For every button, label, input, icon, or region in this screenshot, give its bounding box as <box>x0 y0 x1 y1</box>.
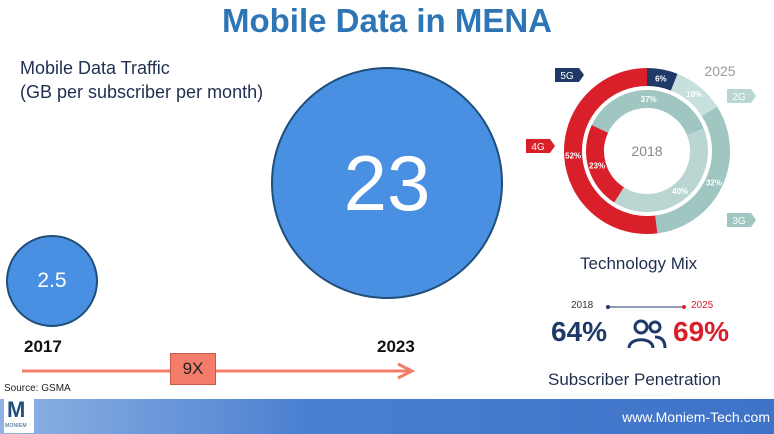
donut-slice-2018-3g <box>591 90 704 136</box>
donut-slice-2018-2g <box>614 128 708 212</box>
technology-mix-title: Technology Mix <box>580 254 698 273</box>
donut-slice-2025-5g <box>646 68 678 91</box>
legend-label-3g: 3G <box>732 216 746 227</box>
footer-url[interactable]: www.Moniem-Tech.com <box>622 409 770 425</box>
legend-label-2g: 2G <box>732 92 746 103</box>
donut-outer-label: 2025 <box>704 63 735 79</box>
growth-arrow <box>22 362 416 380</box>
multiplier-badge: 9X <box>170 353 216 385</box>
people-icon <box>627 319 667 349</box>
footer-bar: www.Moniem-Tech.com <box>0 399 774 434</box>
penetration-to-value: 69% <box>673 316 730 347</box>
donut-slice-2025-2g <box>670 73 718 117</box>
page-title: Mobile Data in MENA <box>221 2 553 39</box>
donut-slice-2025-3g <box>654 106 730 234</box>
donut-label-2025-2g: 10% <box>686 90 702 99</box>
donut-label-2018-4g: 23% <box>589 162 605 171</box>
penetration-kpi: 2018 2025 64% 69% <box>545 300 755 360</box>
traffic-title-line: Mobile Data Traffic <box>20 58 170 78</box>
year-label-2023: 2023 <box>377 337 415 356</box>
multiplier-label: 9X <box>182 359 204 378</box>
donut-label-2018-2g: 40% <box>672 187 688 196</box>
donut-label-2018-3g: 37% <box>641 95 657 104</box>
source-note: Source: GSMA <box>4 383 71 394</box>
penetration-title: Subscriber Penetration <box>548 370 721 389</box>
donut-slice-2025-4g <box>564 68 658 234</box>
bubble-2017-value: 2.5 <box>37 269 67 292</box>
penetration-to-year: 2025 <box>691 300 714 311</box>
year-label-2017: 2017 <box>24 337 62 356</box>
legend-swatch-2g <box>727 89 756 103</box>
legend-swatch-4g <box>526 139 555 153</box>
donut-label-2025-5g: 6% <box>655 74 667 83</box>
bubble-2023: 23 <box>271 67 503 299</box>
legend-label-4g: 4G <box>531 142 545 153</box>
logo-text: MONIEM <box>5 423 27 429</box>
traffic-chart-title: Mobile Data Traffic (GB per subscriber p… <box>20 56 263 104</box>
penetration-timeline <box>606 305 686 309</box>
donut-label-2025-3g: 32% <box>706 179 722 188</box>
donut-slice-2018-4g <box>586 125 625 203</box>
logo-letter: M <box>7 397 26 422</box>
donut-label-2025-4g: 52% <box>565 152 581 161</box>
bubble-2017: 2.5 <box>6 235 98 327</box>
donut-center-label: 2018 <box>631 143 662 159</box>
penetration-from-year: 2018 <box>571 300 594 311</box>
legend-swatch-5g <box>555 68 584 82</box>
brand-logo: M MONIEM <box>4 397 34 433</box>
bubble-2023-value: 23 <box>343 138 431 227</box>
technology-mix-donut: 23% 37% 40% 6% 10% 32% 52% 2018 2025 5G 4G 2G 3G <box>526 63 756 234</box>
legend-swatch-3g <box>727 213 756 227</box>
penetration-from-value: 64% <box>551 316 608 347</box>
legend-label-5g: 5G <box>560 71 574 82</box>
traffic-subtitle-line: (GB per subscriber per month) <box>20 82 264 102</box>
